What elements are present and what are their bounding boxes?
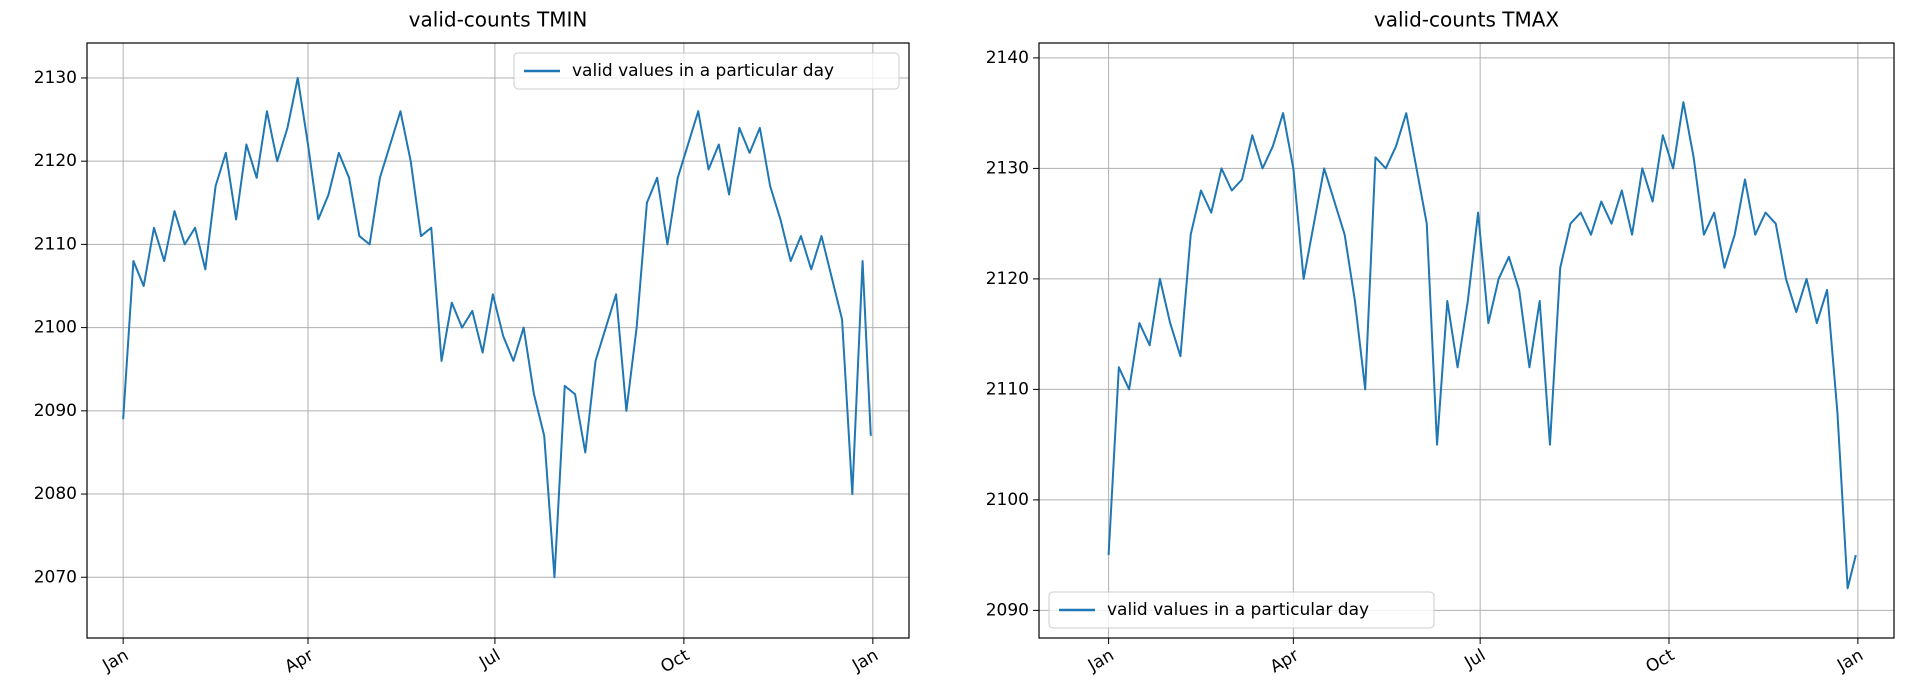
legend-box bbox=[1048, 591, 1435, 629]
y-tick-label: 2130 bbox=[34, 68, 77, 88]
y-tick-label: 2100 bbox=[34, 318, 77, 338]
x-tick-label: Jan bbox=[1084, 645, 1118, 676]
x-tick-label: Apr bbox=[282, 645, 317, 677]
chart-title: valid-counts TMIN bbox=[409, 8, 588, 32]
y-tick-label: 2070 bbox=[34, 567, 77, 587]
legend-label: valid values in a particular day bbox=[1107, 600, 1369, 620]
y-tick-label: 2120 bbox=[34, 151, 77, 171]
y-tick-label: 2120 bbox=[986, 269, 1029, 289]
data-line bbox=[1107, 101, 1857, 590]
legend-box bbox=[513, 52, 900, 90]
y-tick-label: 2090 bbox=[34, 401, 77, 421]
x-tick-label: Oct bbox=[657, 645, 693, 677]
y-tick-label: 2080 bbox=[34, 484, 77, 504]
y-tick-label: 2130 bbox=[986, 158, 1029, 178]
legend: valid values in a particular day bbox=[513, 52, 900, 90]
chart-title: valid-counts TMAX bbox=[1374, 8, 1559, 32]
x-tick-label: Jan bbox=[99, 645, 133, 676]
x-tick-label: Jan bbox=[1833, 645, 1867, 676]
data-line bbox=[122, 76, 872, 579]
y-tick-label: 2140 bbox=[986, 48, 1029, 68]
x-tick-label: Jan bbox=[848, 645, 882, 676]
legend-label: valid values in a particular day bbox=[572, 61, 834, 81]
y-tick-label: 2110 bbox=[986, 379, 1029, 399]
x-tick-label: Oct bbox=[1643, 645, 1679, 677]
legend: valid values in a particular day bbox=[1048, 591, 1435, 629]
y-tick-label: 2090 bbox=[986, 600, 1029, 620]
x-tick-label: Apr bbox=[1267, 645, 1302, 677]
x-tick-label: Jul bbox=[475, 645, 504, 673]
axes-frame bbox=[1038, 42, 1895, 639]
axes-frame bbox=[86, 42, 910, 639]
y-tick-label: 2110 bbox=[34, 234, 77, 254]
y-tick-label: 2100 bbox=[986, 490, 1029, 510]
x-tick-label: Jul bbox=[1461, 645, 1490, 673]
